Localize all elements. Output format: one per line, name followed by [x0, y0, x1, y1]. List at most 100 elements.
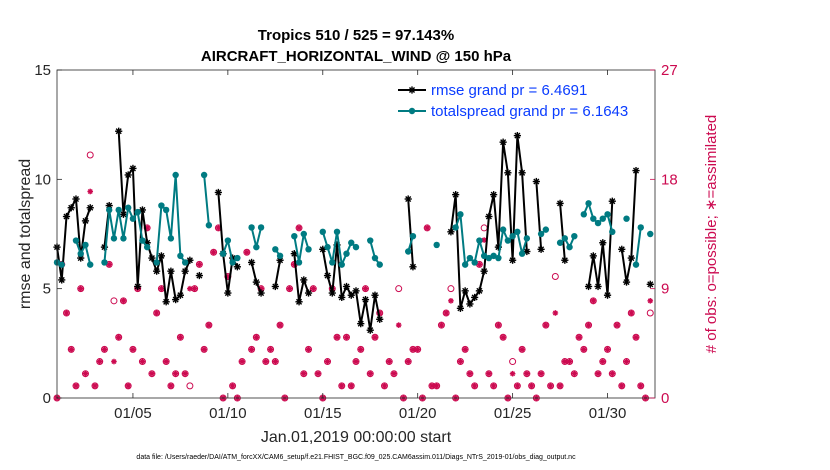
obs-possible-point	[390, 370, 398, 378]
rmse-point	[347, 291, 355, 299]
rmse-point	[608, 197, 616, 205]
obs-possible-point	[276, 321, 284, 329]
obs-assimilated-point	[296, 225, 302, 231]
rmse-point	[452, 191, 460, 199]
obs-assimilated-point	[543, 322, 549, 328]
totalspread-point	[466, 254, 474, 262]
obs-possible-point	[338, 382, 346, 390]
obs-possible-point	[456, 358, 464, 366]
obs-possible-point	[490, 382, 498, 390]
rmse-line-segment	[407, 198, 414, 267]
totalspread-point	[234, 254, 241, 262]
rmse-point	[532, 177, 540, 186]
totalspread-point	[452, 224, 459, 231]
obs-assimilated-point	[139, 358, 146, 365]
obs-assimilated-point	[239, 358, 245, 365]
obs-possible-point	[537, 370, 545, 378]
rmse-point	[81, 217, 90, 225]
x-axis: 01/05 01/10 01/15 01/20 01/25 01/30	[114, 70, 626, 422]
totalspread-point	[343, 250, 350, 257]
obs-assimilated-point	[286, 285, 293, 292]
rmse-point	[338, 293, 346, 302]
totalspread-point	[590, 215, 597, 222]
obs-assimilated-point	[614, 322, 620, 328]
totalspread-point	[537, 230, 545, 238]
rmse-line-segment	[274, 260, 282, 287]
y-axis-left: 0 5 10 15	[34, 62, 62, 407]
rmse-point	[475, 287, 483, 295]
rmse-point	[371, 291, 379, 299]
y-axis-label-right: # of obs: o=possible; ∗=assimilated	[703, 115, 720, 354]
obs-possible-point	[485, 370, 493, 378]
rmse-point	[86, 204, 94, 212]
obs-possible-point	[585, 321, 593, 329]
obs-assimilated-point	[609, 370, 616, 377]
totalspread-point	[352, 243, 360, 251]
totalspread-point	[162, 206, 170, 214]
rmse-point	[295, 298, 303, 306]
obs-assimilated-point	[263, 358, 269, 365]
totalspread-point	[348, 239, 355, 246]
totalspread-point	[433, 241, 440, 249]
obs-possible-point	[461, 345, 469, 353]
obs-possible-point	[599, 358, 607, 366]
rmse-point	[342, 282, 351, 291]
rmse-point	[409, 263, 417, 271]
obs-assimilated-point	[177, 334, 184, 341]
obs-possible-point	[200, 345, 208, 353]
obs-assimilated-point	[92, 383, 98, 389]
rmse-point	[561, 256, 569, 264]
y-tick-label: 5	[43, 281, 51, 298]
obs-assimilated-point	[395, 322, 402, 328]
obs-possible-point	[243, 248, 251, 256]
totalspread-point	[623, 215, 630, 222]
obs-possible-point	[62, 309, 70, 317]
obs-possible-point	[423, 224, 431, 232]
obs-assimilated-point	[111, 358, 117, 365]
obs-possible-point	[205, 321, 213, 329]
rmse-line-segment	[559, 203, 566, 261]
totalspread-point	[509, 232, 516, 240]
plot-area	[57, 70, 655, 398]
obs-assimilated-point	[82, 370, 89, 377]
obs-possible-point	[181, 370, 189, 378]
obs-possible-point	[148, 370, 156, 378]
obs-assimilated-point	[471, 383, 478, 389]
obs-assimilated-point	[73, 383, 79, 389]
obs-possible-point	[518, 345, 526, 353]
totalspread-point	[158, 202, 165, 209]
rmse-point	[447, 228, 455, 236]
data-file-footnote: data file: /Users/raeder/DAI/ATM_forcXX/…	[136, 454, 576, 461]
totalspread-point	[77, 250, 84, 257]
rmse-point	[328, 289, 336, 297]
obs-possible-point	[81, 370, 89, 378]
totalspread-point	[319, 228, 326, 236]
obs-possible-point	[295, 224, 303, 232]
totalspread-point	[253, 243, 260, 251]
totalspread-point	[367, 237, 374, 244]
rmse-point	[214, 188, 222, 197]
obs-assimilated-point	[486, 370, 492, 377]
totalspread-series	[53, 171, 654, 268]
totalspread-point	[485, 254, 493, 262]
totalspread-point	[480, 252, 488, 260]
totalspread-point	[580, 211, 588, 218]
obs-assimilated-point	[604, 346, 611, 353]
rmse-point	[599, 239, 607, 247]
obs-assimilated-point	[272, 358, 279, 365]
obs-possible-point	[594, 370, 602, 378]
x-tick-label: 01/15	[304, 405, 342, 422]
obs-assimilated-point	[87, 188, 94, 195]
obs-assimilated-point	[519, 346, 525, 353]
totalspread-point	[461, 261, 469, 268]
x-tick-label: 01/25	[494, 405, 532, 422]
x-axis-label: Jan.01,2019 00:00:00 start	[261, 429, 452, 446]
obs-possible-point	[447, 285, 455, 293]
obs-possible-point	[343, 333, 351, 341]
obs-assimilated-point	[410, 346, 416, 353]
rmse-point	[357, 320, 365, 328]
obs-assimilated-point	[443, 310, 449, 316]
obs-possible-point	[153, 309, 161, 317]
obs-assimilated-point	[96, 358, 103, 365]
rmse-point	[252, 278, 260, 286]
